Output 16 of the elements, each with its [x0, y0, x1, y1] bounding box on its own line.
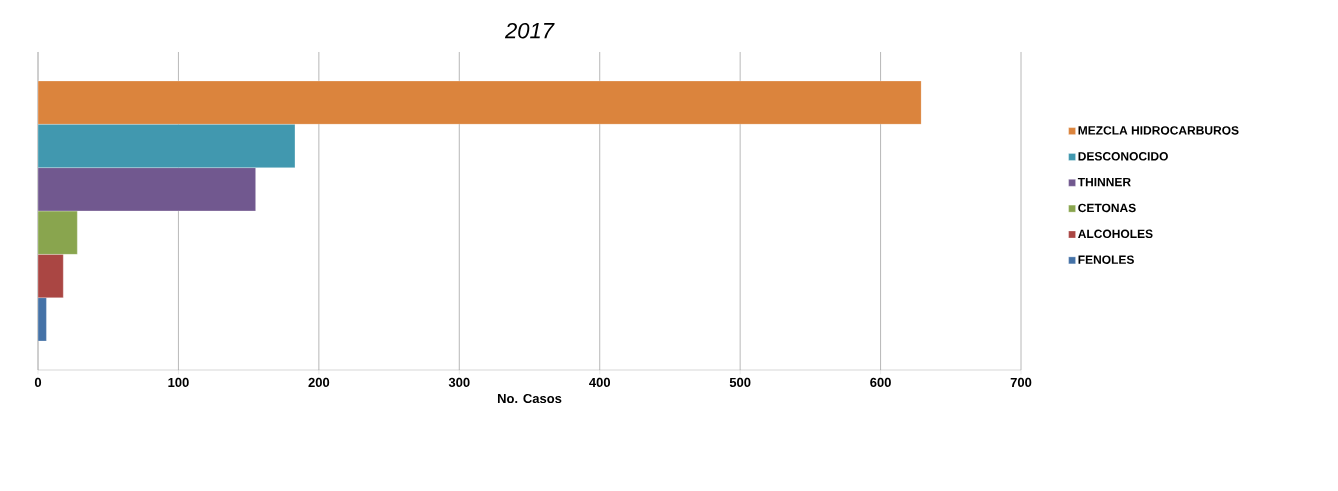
legend-label: FENOLES [1078, 255, 1134, 264]
x-axis-title: No. Casos [497, 393, 562, 404]
legend-label: DESCONOCIDO [1078, 152, 1168, 161]
legend-label: THINNER [1077, 177, 1131, 187]
chart-title: 2017 [504, 22, 555, 39]
legend-label: ALCOHOLES [1078, 229, 1153, 239]
legend-label: MEZCLA HIDROCARBUROS [1078, 126, 1239, 135]
x-tick-label: 600 [870, 377, 891, 387]
x-tick-label: 500 [729, 377, 751, 387]
x-tick-label: 400 [589, 377, 611, 387]
x-tick-label: 700 [1010, 377, 1032, 387]
legend-label: CETONAS [1078, 203, 1136, 213]
x-tick-label: 200 [308, 377, 330, 387]
x-tick-label: 100 [168, 377, 189, 387]
x-tick-label: 0 [34, 377, 42, 387]
x-tick-label: 300 [448, 377, 470, 388]
